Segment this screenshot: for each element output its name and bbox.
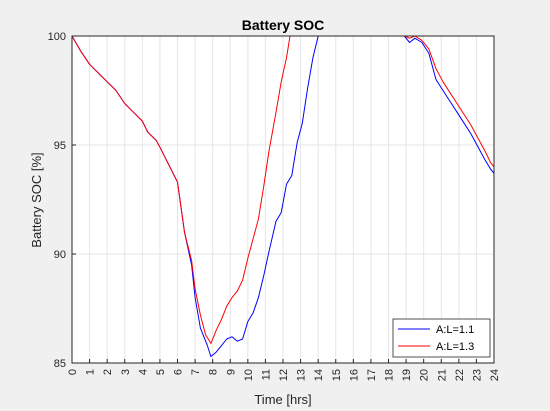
y-tick-label: 85 bbox=[54, 358, 66, 370]
x-tick-label: 7 bbox=[190, 369, 202, 375]
y-tick-label: 95 bbox=[54, 140, 66, 152]
x-tick-label: 10 bbox=[243, 369, 255, 381]
x-tick-label: 18 bbox=[384, 369, 396, 381]
x-axis-label: Time [hrs] bbox=[254, 392, 311, 407]
x-tick-label: 23 bbox=[471, 369, 483, 381]
x-tick-label: 4 bbox=[137, 369, 149, 375]
y-tick-label: 100 bbox=[48, 31, 66, 43]
x-tick-label: 22 bbox=[454, 369, 466, 381]
x-tick-label: 3 bbox=[120, 369, 132, 375]
x-tick-label: 13 bbox=[296, 369, 308, 381]
x-tick-label: 14 bbox=[313, 369, 325, 381]
x-tick-label: 6 bbox=[173, 369, 185, 375]
chart-title: Battery SOC bbox=[242, 17, 324, 33]
y-axis-label: Battery SOC [%] bbox=[29, 152, 44, 247]
x-tick-label: 2 bbox=[102, 369, 114, 375]
x-tick-label: 5 bbox=[155, 369, 167, 375]
tick-labels: 0 1 2 3 4 5 6 7 8 9 10 11 12 13 14 15 16 17 18 19 20 21 22 23 24… bbox=[48, 31, 501, 381]
x-tick-label: 15 bbox=[331, 369, 343, 381]
x-tick-label: 8 bbox=[208, 369, 220, 375]
legend-label-series-2: A:L=1.3 bbox=[436, 341, 474, 353]
legend-box bbox=[392, 318, 491, 358]
x-tick-label: 20 bbox=[419, 369, 431, 381]
legend: A:L=1.1 A:L=1.3 bbox=[392, 318, 491, 358]
x-tick-label: 19 bbox=[401, 369, 413, 381]
legend-label-series-1: A:L=1.1 bbox=[436, 324, 474, 336]
y-tick-label: 90 bbox=[54, 249, 66, 261]
series-line-2 bbox=[71, 35, 495, 344]
x-tick-label: 24 bbox=[489, 369, 501, 381]
x-tick-label: 16 bbox=[348, 369, 360, 381]
x-tick-label: 17 bbox=[366, 369, 378, 381]
x-tick-label: 0 bbox=[67, 369, 79, 375]
x-tick-label: 12 bbox=[278, 369, 290, 381]
x-tick-label: 21 bbox=[436, 369, 448, 381]
tick-marks bbox=[71, 35, 495, 364]
x-tick-label: 9 bbox=[225, 369, 237, 375]
x-tick-label: 1 bbox=[85, 369, 97, 375]
plot-area bbox=[71, 35, 495, 357]
x-tick-label: 11 bbox=[260, 369, 272, 380]
